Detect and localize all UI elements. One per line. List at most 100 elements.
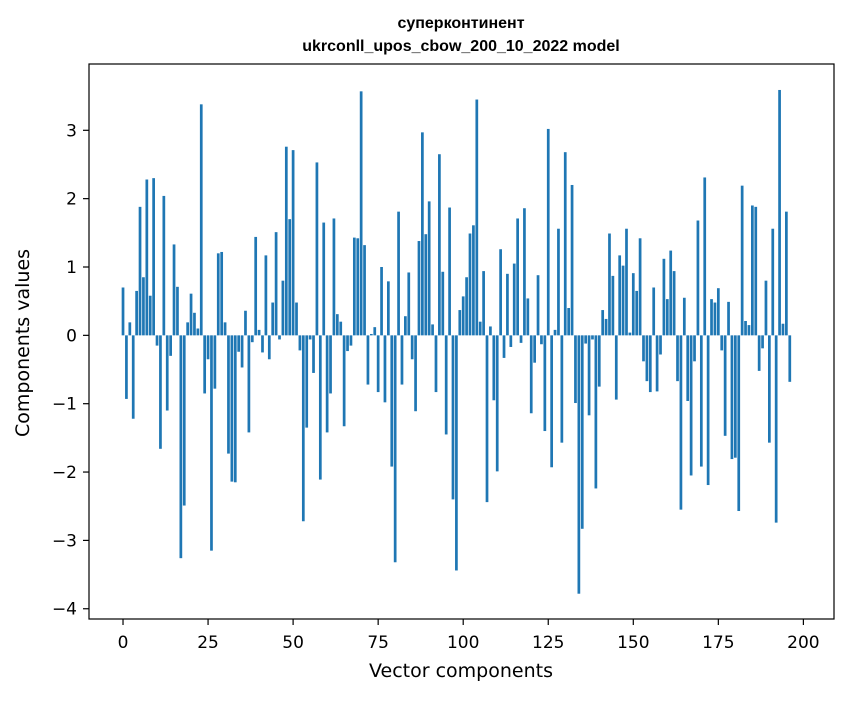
bar [369,333,373,336]
x-tick-label: 50 [282,633,304,653]
x-axis-label: Vector components [369,660,553,682]
x-tick-label: 100 [447,633,479,653]
bar [172,244,176,336]
bar [424,234,428,336]
bar [400,335,404,385]
bar [261,335,264,353]
bar [352,237,356,336]
chart-title: суперконтинент [397,15,524,32]
y-axis-ticks: −4 −3 −2 −1 0 1 2 3 [52,121,89,620]
bar [642,335,645,362]
bar [455,335,458,571]
bar [550,335,554,468]
bar [448,207,451,336]
bar [203,335,207,394]
bar [468,233,472,336]
bar [390,335,394,467]
bar [220,251,224,336]
bar [614,335,618,400]
bar [519,335,523,343]
bar [703,177,707,336]
bar [543,335,547,432]
bar [359,91,363,336]
bar [196,328,200,336]
bar [274,232,278,336]
bar [631,273,635,336]
bar [523,208,526,336]
bar [570,184,574,336]
bar [305,335,309,428]
bar [216,253,220,336]
bar [757,335,761,371]
bar [577,335,581,594]
bar [672,271,676,336]
bar [546,128,550,336]
bar [421,132,424,336]
bar [771,228,775,336]
y-tick-label: −2 [52,463,77,483]
bar [540,335,543,345]
bar [169,335,172,356]
bar [710,299,713,336]
bar [723,335,727,436]
y-tick-label: −1 [52,395,77,415]
bar [444,335,448,435]
bar [557,228,560,336]
bar [628,332,632,336]
bar [485,335,489,503]
bar [475,99,479,336]
bar [373,327,377,336]
plot-frame [88,63,835,620]
bar [250,335,254,343]
bar [737,335,741,512]
bar [706,335,710,486]
bar [380,267,383,336]
bar [727,301,730,336]
bar [254,236,258,336]
bar [768,335,771,443]
bar [553,329,557,336]
bar [744,321,747,336]
bar [199,104,203,336]
bar [591,335,594,340]
bar [458,310,462,336]
bar [257,329,261,336]
bar [308,335,312,340]
bar [162,195,166,336]
bar [148,295,152,336]
bar [652,287,656,336]
bar [121,287,125,336]
y-tick-label: 1 [66,258,77,278]
bar [608,233,611,336]
bar [740,185,744,336]
bar [356,238,360,336]
bar [451,335,455,500]
bar [781,323,785,336]
bar [288,219,292,336]
bar [397,211,400,336]
bar [267,335,271,360]
bar [533,335,536,363]
bar [125,335,128,399]
bar [597,335,601,387]
bar [713,302,717,336]
bar [410,335,414,360]
bar [774,335,778,523]
bar [512,263,516,336]
bar [318,335,322,480]
bar [179,335,183,559]
bar [645,335,649,382]
bar [142,277,145,336]
x-tick-label: 75 [367,633,389,653]
x-tick-label: 175 [702,633,734,653]
bar [291,150,295,336]
bar [516,218,519,336]
bar [165,335,169,411]
bar [335,314,339,336]
bar [278,335,281,340]
bar [764,280,768,336]
bar [536,275,540,336]
bar [329,335,332,394]
bar [751,205,754,336]
